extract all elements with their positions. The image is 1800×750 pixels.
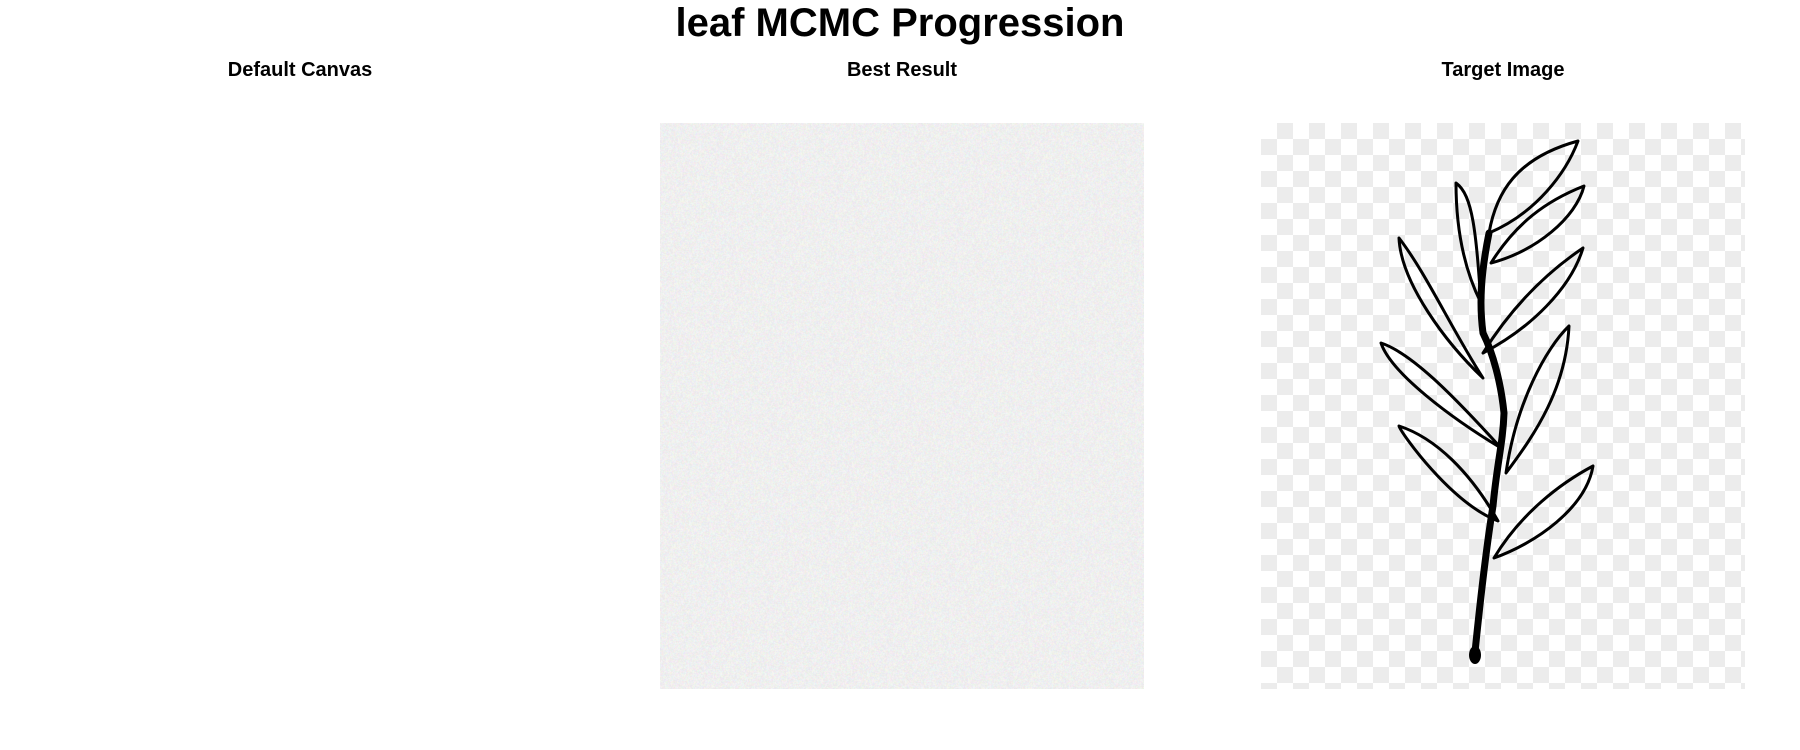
panel-title-default-canvas: Default Canvas [227, 59, 373, 81]
leaf-stem [1471, 229, 1508, 656]
noise-image [660, 123, 1144, 689]
leaf-3 [1454, 181, 1483, 305]
leaf-5 [1397, 236, 1485, 380]
panel-title-target-image: Target Image [1441, 59, 1565, 81]
stem-tip [1469, 646, 1481, 664]
best-result-panel [660, 123, 1144, 689]
leaf-sprig-drawing [1379, 139, 1595, 664]
figure-title: leaf MCMC Progression [675, 1, 1125, 45]
leaf-6 [1379, 341, 1503, 450]
target-image-panel [1261, 123, 1745, 689]
leaf-2 [1489, 184, 1586, 265]
leaf-4 [1481, 246, 1585, 355]
leaf-7 [1504, 324, 1571, 475]
leaf-9 [1492, 464, 1595, 560]
default-canvas-panel [58, 123, 542, 689]
leaf-8 [1397, 424, 1500, 523]
leaf-1 [1487, 139, 1580, 235]
panel-title-best-result: Best Result [846, 59, 958, 81]
